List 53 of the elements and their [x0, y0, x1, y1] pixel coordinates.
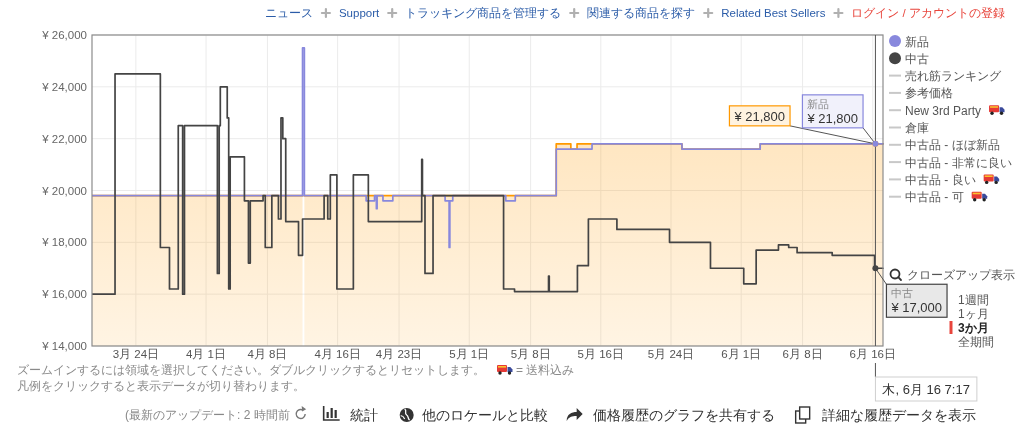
legend-label: 参考価格: [905, 86, 953, 101]
text: 統計: [349, 407, 378, 423]
x-tick-label: 4月 16日: [314, 348, 361, 360]
x-tick-label: 5月 16日: [577, 348, 625, 360]
x-tick-label: 6月 16日: [849, 348, 896, 360]
legend-label: 中古品 - ほぼ新品: [905, 138, 1000, 153]
text: 他のロケールと比較: [421, 407, 548, 423]
legend-label: New 3rd Party: [905, 103, 982, 118]
x-tick-label: 5月 1日: [449, 348, 490, 360]
y-tick-label: ¥ 22,000: [41, 132, 87, 145]
x-tick-label: 4月 8日: [247, 348, 288, 360]
legend-label: 中古品 - 良い: [905, 172, 976, 187]
y-tick-label: ¥ 18,000: [41, 236, 87, 249]
text: = 送料込み: [516, 363, 575, 377]
text: 価格履歴のグラフを共有する: [592, 407, 775, 423]
text: Related Best Sellers: [721, 7, 826, 19]
text: Support: [338, 7, 380, 19]
y-tick-label: ¥ 20,000: [41, 184, 87, 197]
legend-label: 売れ筋ランキング: [905, 69, 1002, 84]
legend-label: 中古品 - 可: [905, 190, 964, 205]
legend-label: 中古: [905, 51, 929, 66]
x-tick-label: 5月 24日: [647, 348, 695, 360]
text: ズームインするには領域を選択してください。ダブルクリックするとリセットします。: [17, 363, 485, 377]
y-tick-label: ¥ 24,000: [41, 80, 87, 93]
x-tick-label: 4月 23日: [375, 348, 423, 360]
text: 1週間: [958, 293, 989, 307]
text: トラッキング商品を管理する: [405, 6, 562, 20]
annotation: 中古 ¥ 17,000: [890, 287, 943, 316]
text: 全期間: [958, 335, 994, 349]
ref-line-label: 木, 6月 16 7:17: [882, 382, 970, 397]
y-tick-label: ¥ 16,000: [41, 288, 87, 301]
x-tick-label: 6月 8日: [782, 348, 823, 360]
ref-line-label: 木, 6月 16 7:17: [874, 376, 978, 402]
y-tick-label: ¥ 14,000: [41, 340, 87, 352]
legend-label: 倉庫: [905, 121, 929, 135]
x-tick-label: 4月 1日: [186, 348, 227, 360]
text: 関連する商品を探す: [587, 6, 696, 20]
text: 3か月: [958, 321, 989, 335]
text: クローズアップ表示: [907, 267, 1015, 282]
legend-label: 新品: [905, 34, 929, 49]
text: ログイン / アカウントの登録: [851, 7, 1005, 19]
text: ニュース: [264, 7, 313, 19]
text: (最新のアップデート: 2 時間前: [125, 408, 290, 422]
annotation: 新品 ¥ 21,800: [806, 97, 859, 126]
y-tick-label: ¥ 26,000: [41, 29, 87, 41]
text: 凡例をクリックすると表示データが切り替わります。: [17, 379, 305, 393]
annotation: ¥ 21,800: [733, 108, 786, 124]
text: 1ヶ月: [958, 307, 989, 321]
x-tick-label: 3月 24日: [112, 348, 160, 360]
text: 詳細な履歴データを表示: [821, 407, 976, 423]
x-tick-label: 6月 1日: [721, 348, 762, 360]
legend-label: 中古品 - 非常に良い: [905, 155, 1012, 170]
x-tick-label: 5月 8日: [510, 348, 551, 360]
